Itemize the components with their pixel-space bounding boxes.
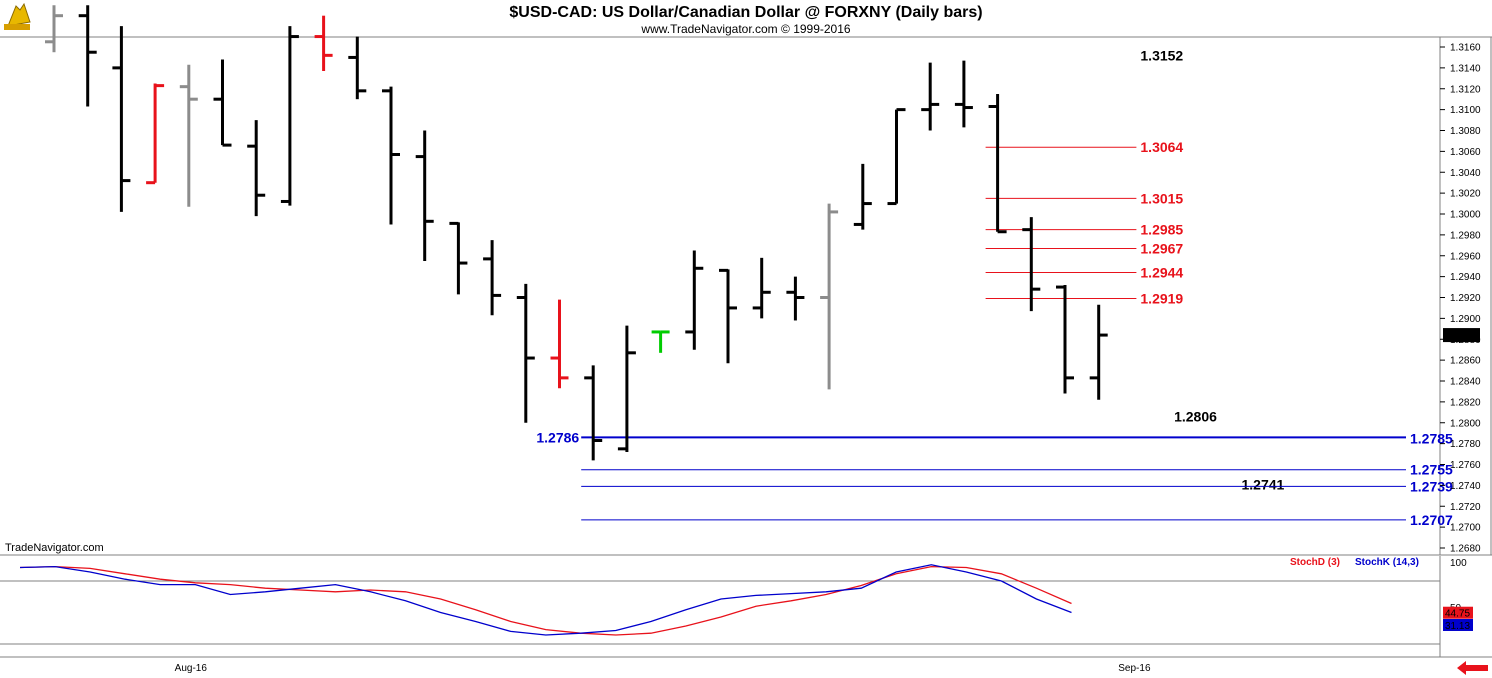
price-axis-panel (1439, 36, 1492, 556)
ohlc-bar (584, 365, 603, 461)
scroll-left-arrow-icon[interactable] (1457, 661, 1488, 675)
ohlc-bar (719, 268, 737, 364)
level-label: 1.2755 (1410, 462, 1453, 478)
stochd-value-box (1443, 606, 1473, 619)
ohlc-bar (752, 257, 771, 319)
price-tick-label: 1.2920 (1450, 293, 1481, 304)
price-tick-label: 1.2800 (1450, 418, 1481, 429)
price-tick-label: 1.3040 (1450, 168, 1481, 179)
ohlc-bar (786, 276, 805, 321)
ohlc-bar (213, 59, 232, 147)
ohlc-bar (45, 5, 63, 53)
ohlc-bar (1022, 217, 1041, 312)
price-tick-label: 1.3140 (1450, 63, 1481, 74)
price-tick-label: 1.2860 (1450, 356, 1481, 367)
level-label: 1.2919 (1140, 291, 1183, 307)
price-tick-label: 1.2700 (1450, 523, 1481, 534)
last-price-label: 1.2884 (1446, 331, 1477, 342)
stochd-value-label: 44.75 (1445, 609, 1470, 620)
price-tick-label: 1.3000 (1450, 210, 1481, 221)
price-tick-label: 1.2780 (1450, 439, 1481, 450)
ohlc-bar (179, 64, 198, 207)
stoch-series-line (19, 565, 1072, 636)
ohlc-bar (146, 83, 165, 185)
price-tick-label: 1.2900 (1450, 314, 1481, 325)
level-label: 1.3064 (1140, 139, 1183, 155)
ohlc-bar (348, 36, 367, 100)
ohlc-bar (382, 86, 400, 225)
price-tick-label: 1.3060 (1450, 147, 1481, 158)
level-label: 1.2785 (1410, 430, 1453, 446)
price-tick-label: 1.3020 (1450, 189, 1481, 200)
level-label-left: 1.2786 (536, 429, 579, 445)
ohlc-bar (1089, 304, 1108, 400)
level-label: 1.2741 (1242, 476, 1285, 492)
ohlc-bar (820, 203, 839, 390)
ohlc-bar (280, 26, 299, 206)
price-tick-label: 1.2960 (1450, 251, 1481, 262)
date-axis-label: Aug-16 (175, 663, 208, 674)
trade-navigator-logo-icon (4, 2, 31, 30)
price-tick-label: 1.2820 (1450, 397, 1481, 408)
level-label: 1.2985 (1140, 222, 1183, 238)
price-tick-label: 1.2980 (1450, 230, 1481, 241)
price-tick-label: 1.3100 (1450, 105, 1481, 116)
ohlc-bar (651, 330, 670, 353)
ohlc-bar (516, 283, 535, 423)
chart-subtitle: www.TradeNavigator.com © 1999-2016 (640, 22, 850, 36)
price-tick-label: 1.2740 (1450, 481, 1481, 492)
price-tick-label: 1.2720 (1450, 502, 1481, 513)
price-tick-label: 1.2680 (1450, 544, 1481, 555)
ohlc-bar (314, 15, 333, 72)
ohlc-bar (853, 163, 872, 230)
ohlc-bar (921, 62, 940, 131)
level-label: 1.2967 (1140, 240, 1183, 256)
price-tick-label: 1.3160 (1450, 43, 1481, 54)
ohlc-bar (550, 299, 569, 389)
price-tick-label: 1.2940 (1450, 272, 1481, 283)
level-label: 1.2944 (1140, 264, 1183, 280)
ohlc-bar (112, 26, 131, 212)
ohlc-bar (988, 93, 1007, 234)
stoch-legend-entry: StochD (3) (1290, 557, 1340, 568)
ohlc-bar (247, 120, 266, 217)
last-price-box (1443, 328, 1480, 343)
price-tick-label: 1.3080 (1450, 126, 1481, 137)
stoch-series-line (19, 564, 1072, 636)
price-tick-label: 1.2760 (1450, 460, 1481, 471)
level-label: 1.2707 (1410, 512, 1453, 528)
price-tick-label: 1.2840 (1450, 377, 1481, 388)
price-tick-label: 1.3120 (1450, 84, 1481, 95)
stochk-value-label: 31.13 (1445, 621, 1470, 632)
ohlc-bar (685, 250, 704, 350)
level-label: 1.2806 (1174, 408, 1217, 424)
level-label: 1.2739 (1410, 478, 1453, 494)
ohlc-bar (449, 221, 468, 295)
ohlc-bar (617, 325, 636, 452)
ohlc-bar (954, 60, 973, 128)
stochk-value-box (1443, 618, 1473, 631)
watermark-text: TradeNavigator.com (5, 542, 104, 554)
stoch-legend-entry: StochK (14,3) (1355, 557, 1419, 568)
chart-title: $USD-CAD: US Dollar/Canadian Dollar @ FO… (509, 4, 982, 21)
stoch-tick-label: 100 (1450, 558, 1467, 569)
ohlc-bar (1056, 284, 1074, 394)
ohlc-bar (483, 240, 502, 316)
level-label: 1.3152 (1140, 47, 1183, 63)
ohlc-bar (78, 5, 97, 107)
date-axis-label: Sep-16 (1118, 663, 1151, 674)
ohlc-bar (887, 108, 906, 206)
level-label: 1.3015 (1140, 190, 1183, 206)
ohlc-bar (415, 130, 434, 261)
